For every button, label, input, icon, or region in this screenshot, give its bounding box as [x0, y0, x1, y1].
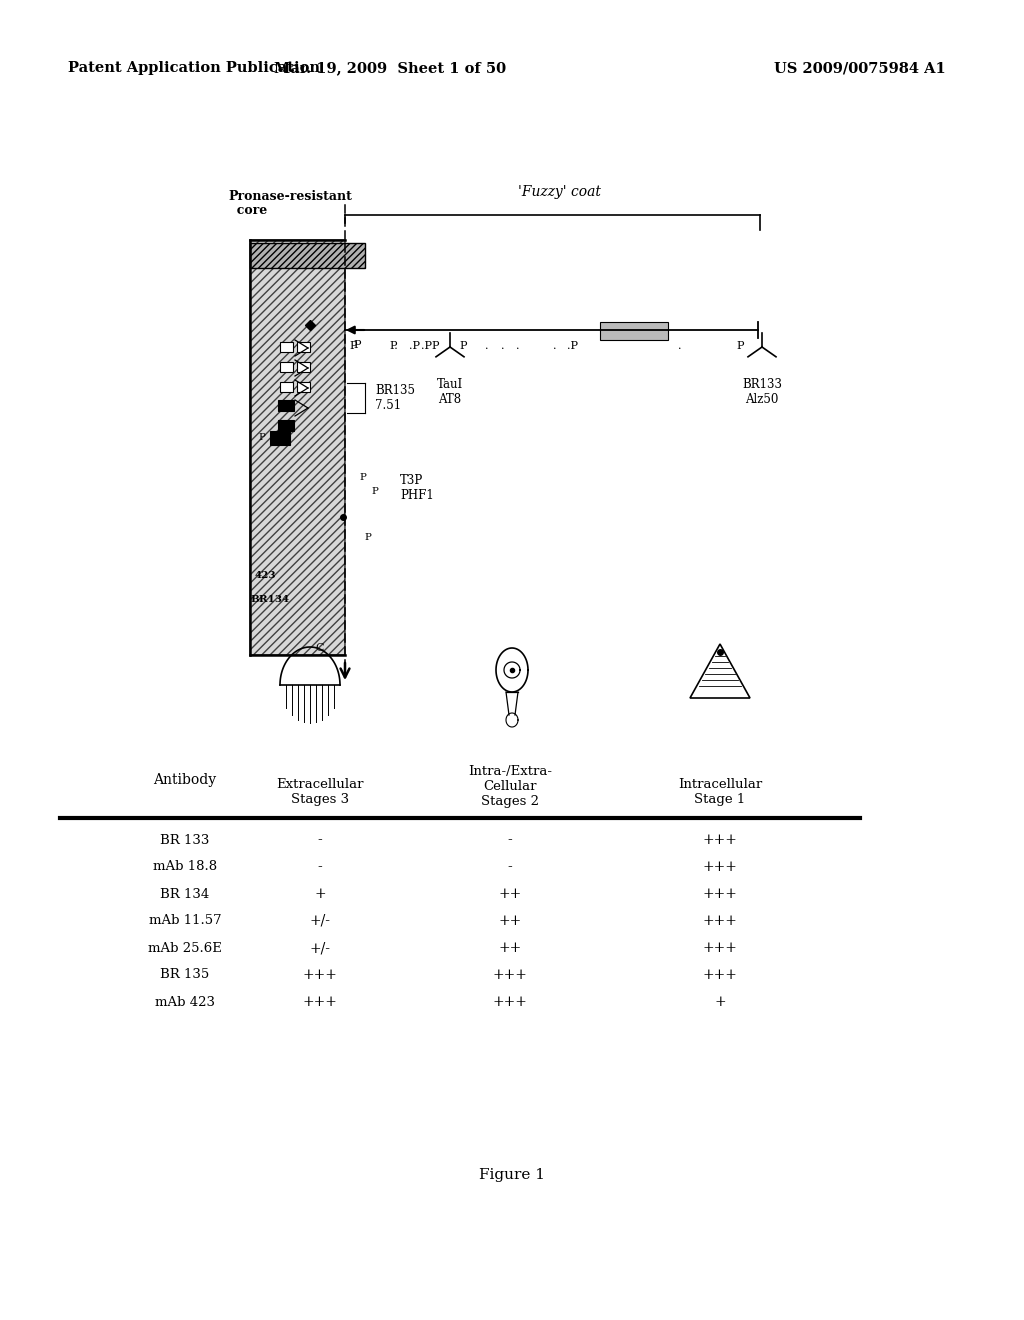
Text: +++: +++ — [702, 833, 737, 847]
Text: P.: P. — [389, 341, 398, 351]
Text: +++: +++ — [493, 968, 527, 982]
Text: US 2009/0075984 A1: US 2009/0075984 A1 — [774, 61, 946, 75]
Text: Intracellular: Intracellular — [678, 779, 762, 792]
Text: .: . — [485, 341, 488, 351]
Text: +: + — [714, 995, 726, 1008]
Bar — [250, 243, 365, 268]
Text: +++: +++ — [302, 995, 338, 1008]
Bar — [278, 420, 294, 432]
Text: .P: .P — [409, 341, 420, 351]
Bar — [297, 342, 310, 352]
Text: Mar. 19, 2009  Sheet 1 of 50: Mar. 19, 2009 Sheet 1 of 50 — [274, 61, 506, 75]
Text: Patent Application Publication: Patent Application Publication — [68, 61, 319, 75]
Text: BR 134: BR 134 — [161, 887, 210, 900]
Bar — [280, 342, 293, 352]
Bar — [297, 381, 310, 392]
Text: +++: +++ — [702, 968, 737, 982]
Text: 'Fuzzy' coat: 'Fuzzy' coat — [518, 185, 601, 199]
Text: +++: +++ — [702, 913, 737, 928]
Text: mAb 25.6E: mAb 25.6E — [148, 941, 222, 954]
Text: Extracellular: Extracellular — [276, 779, 364, 792]
Text: P: P — [372, 487, 379, 496]
Bar — [278, 400, 294, 411]
Text: P: P — [736, 341, 743, 351]
Text: ++: ++ — [499, 913, 521, 928]
Text: .PP: .PP — [421, 341, 439, 351]
Text: Cellular: Cellular — [483, 780, 537, 793]
Text: Stage 1: Stage 1 — [694, 793, 745, 807]
Text: +++: +++ — [702, 887, 737, 902]
Text: core: core — [228, 203, 267, 216]
Text: +++: +++ — [302, 968, 338, 982]
Text: mAb 18.8: mAb 18.8 — [153, 861, 217, 874]
Text: BR 135: BR 135 — [161, 969, 210, 982]
Bar — [250, 240, 345, 655]
Text: BR135
7.51: BR135 7.51 — [375, 384, 415, 412]
Bar — [280, 381, 293, 392]
Text: .: . — [516, 341, 520, 351]
Text: +/-: +/- — [309, 941, 331, 954]
Text: Stages 2: Stages 2 — [481, 796, 539, 808]
Text: mAb 423: mAb 423 — [155, 995, 215, 1008]
Text: .P: .P — [566, 341, 578, 351]
Text: ++: ++ — [499, 941, 521, 954]
Text: .: . — [553, 341, 557, 351]
Text: -: - — [508, 861, 512, 874]
Text: Pronase-resistant: Pronase-resistant — [228, 190, 352, 203]
Text: C: C — [315, 643, 325, 653]
Text: +++: +++ — [702, 941, 737, 954]
Text: P: P — [365, 532, 372, 541]
Text: 423: 423 — [255, 570, 276, 579]
Bar — [600, 322, 668, 341]
Text: -: - — [317, 861, 323, 874]
Text: Intra-/Extra-: Intra-/Extra- — [468, 766, 552, 779]
Text: Figure 1: Figure 1 — [479, 1168, 545, 1181]
Text: +++: +++ — [702, 861, 737, 874]
Text: BR134: BR134 — [250, 595, 289, 605]
Text: P: P — [349, 341, 356, 351]
Text: T3P
PHF1: T3P PHF1 — [400, 474, 434, 502]
Text: P: P — [359, 474, 367, 483]
Text: P: P — [259, 433, 265, 442]
Text: BR 133: BR 133 — [161, 833, 210, 846]
Text: BR133
Alz50: BR133 Alz50 — [742, 378, 782, 407]
Text: mAb 11.57: mAb 11.57 — [148, 915, 221, 928]
Text: P: P — [353, 341, 360, 350]
Text: -: - — [508, 833, 512, 847]
Text: Stages 3: Stages 3 — [291, 793, 349, 807]
Text: +: + — [314, 887, 326, 902]
Text: P: P — [459, 341, 467, 351]
Text: .: . — [678, 341, 682, 351]
Bar — [270, 432, 290, 445]
Text: ++: ++ — [499, 887, 521, 902]
Bar — [280, 362, 293, 372]
Bar — [297, 362, 310, 372]
Text: Antibody: Antibody — [154, 774, 216, 787]
Text: -: - — [317, 833, 323, 847]
Text: TauI
AT8: TauI AT8 — [437, 378, 463, 407]
Text: +++: +++ — [493, 995, 527, 1008]
Text: +/-: +/- — [309, 913, 331, 928]
Text: .: . — [502, 341, 505, 351]
